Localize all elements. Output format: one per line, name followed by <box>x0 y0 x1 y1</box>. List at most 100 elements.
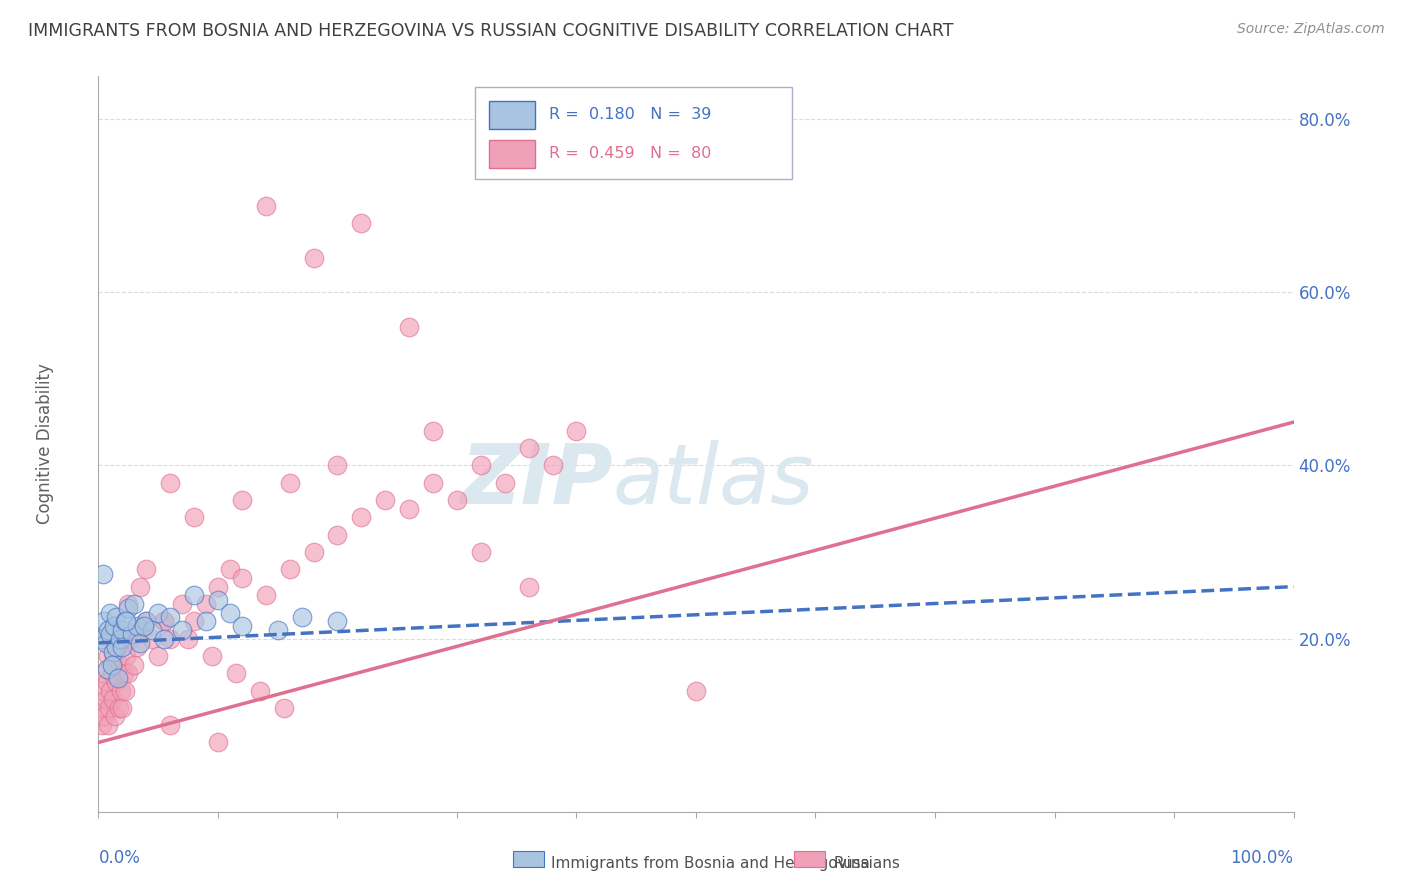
Point <box>517 441 540 455</box>
Point <box>100 666 122 681</box>
Point <box>422 424 444 438</box>
Point <box>120 632 142 646</box>
Point <box>207 592 229 607</box>
Point <box>129 636 152 650</box>
Point <box>350 510 373 524</box>
Point <box>91 566 114 581</box>
Point <box>121 627 143 641</box>
Point <box>195 597 218 611</box>
Point <box>129 580 152 594</box>
Point <box>159 610 181 624</box>
Point <box>153 614 176 628</box>
Point <box>446 493 468 508</box>
Point <box>100 657 122 672</box>
Point <box>249 683 271 698</box>
Point <box>105 610 128 624</box>
Point <box>135 614 157 628</box>
Text: IMMIGRANTS FROM BOSNIA AND HERZEGOVINA VS RUSSIAN COGNITIVE DISABILITY CORRELATI: IMMIGRANTS FROM BOSNIA AND HERZEGOVINA V… <box>28 22 953 40</box>
Point <box>141 632 163 646</box>
Point <box>91 718 114 732</box>
Text: atlas: atlas <box>613 440 814 521</box>
Point <box>153 614 176 628</box>
Point <box>97 718 120 732</box>
Point <box>350 216 373 230</box>
Point <box>225 666 247 681</box>
Point <box>183 588 205 602</box>
Point <box>112 666 135 681</box>
Point <box>159 632 181 646</box>
Point <box>141 623 163 637</box>
Point <box>231 493 253 508</box>
Point <box>98 632 122 646</box>
Point <box>219 562 242 576</box>
Point <box>302 251 325 265</box>
Point <box>685 683 707 698</box>
Point <box>108 632 131 646</box>
Point <box>278 562 301 576</box>
Point <box>117 597 139 611</box>
Point <box>278 475 301 490</box>
Point <box>105 640 128 655</box>
Text: 100.0%: 100.0% <box>1230 848 1294 866</box>
Point <box>94 636 117 650</box>
Point <box>201 648 224 663</box>
Point <box>172 623 194 637</box>
Point <box>326 458 349 473</box>
Point <box>183 510 205 524</box>
Point <box>98 683 122 698</box>
Point <box>107 640 129 655</box>
Point <box>326 527 349 541</box>
Point <box>565 424 588 438</box>
Point <box>115 614 138 628</box>
Point <box>374 493 396 508</box>
Point <box>94 692 117 706</box>
Point <box>135 562 157 576</box>
Point <box>104 709 127 723</box>
Point <box>107 701 129 715</box>
Point <box>93 666 115 681</box>
Point <box>125 640 148 655</box>
Point <box>422 475 444 490</box>
Point <box>114 614 136 628</box>
Point <box>110 683 132 698</box>
Point <box>398 501 420 516</box>
Point <box>101 644 124 658</box>
Point <box>98 627 122 641</box>
Point <box>267 623 290 637</box>
Bar <box>489 140 534 168</box>
Point <box>96 674 118 689</box>
Point <box>148 648 170 663</box>
Point <box>114 683 136 698</box>
Text: Immigrants from Bosnia and Herzegovina: Immigrants from Bosnia and Herzegovina <box>551 856 870 871</box>
Point <box>207 735 229 749</box>
Point <box>91 683 114 698</box>
Point <box>291 610 314 624</box>
Point <box>494 475 516 490</box>
Point <box>219 606 242 620</box>
Point <box>273 701 295 715</box>
Point <box>111 640 134 655</box>
Point <box>517 580 540 594</box>
Point <box>132 618 155 632</box>
Point <box>91 632 114 646</box>
Point <box>111 623 134 637</box>
FancyBboxPatch shape <box>475 87 792 178</box>
Point <box>115 648 138 663</box>
Point <box>124 597 146 611</box>
Point <box>117 666 139 681</box>
Point <box>101 692 124 706</box>
Text: Cognitive Disability: Cognitive Disability <box>35 363 53 524</box>
Point <box>129 623 152 637</box>
Point <box>302 545 325 559</box>
Text: 0.0%: 0.0% <box>98 848 141 866</box>
Point <box>159 475 181 490</box>
Point <box>108 657 131 672</box>
Point <box>398 319 420 334</box>
Point <box>541 458 564 473</box>
Point <box>125 618 148 632</box>
Point <box>107 671 129 685</box>
Point <box>153 632 176 646</box>
Point <box>111 701 134 715</box>
Bar <box>489 101 534 128</box>
Point <box>124 657 146 672</box>
